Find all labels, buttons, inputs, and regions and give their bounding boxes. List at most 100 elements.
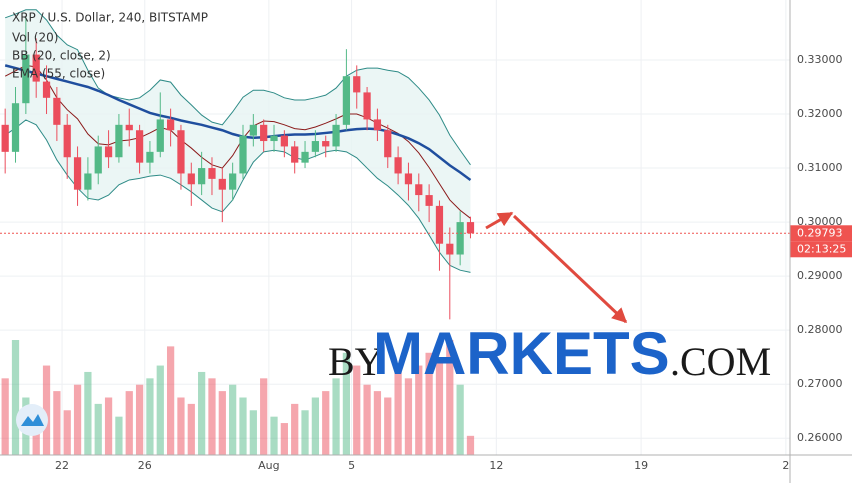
volume-bar [187, 403, 195, 455]
volume-bar [42, 365, 51, 455]
x-tick-label: 5 [348, 459, 355, 472]
volume-bar [11, 340, 20, 455]
candle-body [270, 135, 278, 142]
countdown-label: 02:13:25 [797, 242, 846, 255]
indicator-label: BB (20, close, 2) [12, 49, 111, 63]
watermark-brand: MARKETS [373, 320, 670, 387]
candle-body [435, 205, 444, 244]
candle-body [166, 119, 175, 131]
volume-bar [166, 346, 175, 455]
candle-body [291, 146, 299, 163]
volume-bar [156, 365, 164, 455]
volume-bar [280, 423, 288, 455]
candle-body [342, 76, 351, 125]
volume-bar [291, 403, 299, 455]
volume-bar [104, 397, 113, 455]
candle-body [1, 124, 9, 152]
watermark-suffix: .COM [670, 339, 771, 384]
arrow [485, 211, 514, 230]
volume-bar [125, 391, 133, 455]
candle-body [260, 124, 268, 142]
volume-bar [270, 416, 278, 455]
candle-body [466, 222, 475, 234]
last-price-label: 0.29793 [797, 226, 843, 239]
y-tick-label: 0.27000 [797, 377, 843, 390]
candle-body [84, 173, 92, 190]
x-tick-label: Aug [258, 459, 279, 472]
volume-bar [373, 391, 382, 455]
candle-body [446, 243, 454, 255]
indicator-label: EMA (55, close) [12, 67, 105, 81]
bb-basis [4, 64, 471, 219]
candle-body [198, 168, 206, 185]
volume-bar [84, 371, 92, 455]
candle-body [394, 157, 402, 174]
arrow [512, 214, 628, 324]
volume-bar [394, 371, 402, 455]
candle-body [208, 168, 216, 179]
candle-body [177, 130, 185, 174]
x-tick-label: 26 [138, 459, 152, 472]
volume-bar [415, 365, 423, 455]
volume-bar [435, 359, 444, 455]
candle-body [249, 124, 257, 136]
candle-body [353, 76, 361, 93]
volume-bar [94, 403, 102, 455]
watermark-prefix: BY [328, 339, 384, 384]
volume-bar [146, 378, 154, 455]
candle-body [404, 173, 413, 185]
volume-bar [322, 391, 330, 455]
volume-bar [198, 371, 206, 455]
last-price-box [790, 225, 852, 242]
candle-body [415, 184, 423, 196]
volume-bar [63, 410, 71, 455]
volume-bar [404, 378, 413, 455]
candle-body [311, 141, 319, 152]
candle-body [156, 119, 164, 152]
candle-body [456, 222, 464, 255]
volume-bar [466, 435, 475, 455]
volume-bar [73, 384, 82, 455]
y-tick-label: 0.28000 [797, 323, 843, 336]
candle-body [135, 130, 144, 163]
y-tick-label: 0.29000 [797, 269, 843, 282]
candle-body [115, 124, 123, 158]
overlay-layer: 0.29793 02:13:25 [0, 225, 852, 258]
bb-fill [5, 9, 471, 273]
tv-logo [16, 404, 48, 436]
volume-bar [32, 416, 40, 455]
volume-bar [208, 378, 216, 455]
candle-body [53, 97, 61, 125]
countdown-box [790, 241, 852, 258]
candle-body [146, 151, 154, 163]
candle-body [332, 124, 340, 147]
candle-body [322, 141, 330, 147]
indicator-layer [4, 9, 472, 273]
volume-bar [446, 340, 454, 455]
volume-bar [249, 410, 257, 455]
bb-upper [4, 9, 471, 166]
candle-body [94, 146, 102, 174]
volume-bar [260, 378, 268, 455]
volume-bar [311, 397, 319, 455]
volume-bar [353, 365, 361, 455]
candle-body [63, 124, 71, 158]
x-tick-label: 22 [55, 459, 69, 472]
volume-bar [135, 384, 144, 455]
volume-bar [342, 352, 351, 455]
volume-bar [332, 378, 340, 455]
y-tick-label: 0.33000 [797, 53, 843, 66]
x-tick-label: 12 [489, 459, 503, 472]
indicator-label: Vol (20) [12, 31, 58, 45]
volume-bar [384, 397, 392, 455]
candle-body [218, 178, 226, 190]
x-tick-label: 2 [782, 459, 789, 472]
y-tick-label: 0.32000 [797, 107, 843, 120]
x-tick-label: 19 [634, 459, 648, 472]
candle-body [125, 124, 133, 131]
volume-bar [456, 384, 464, 455]
candle-body [280, 135, 288, 147]
volume-bar [239, 397, 247, 455]
candle-body [229, 173, 237, 190]
volume-bar [229, 384, 237, 455]
